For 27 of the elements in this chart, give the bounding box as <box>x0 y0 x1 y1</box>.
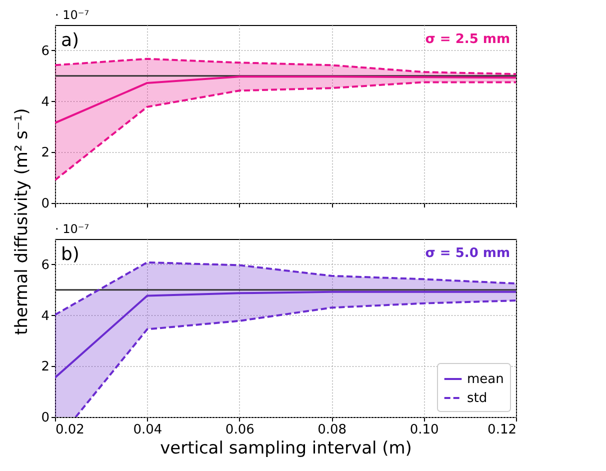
annotation: σ = 5.0 mm <box>425 246 510 261</box>
annotation: σ = 2.5 mm <box>425 32 510 47</box>
y-tick-label: 4 <box>41 94 50 110</box>
line-series <box>74 300 516 417</box>
x-tick-label: 0.08 <box>318 422 347 438</box>
y-tick-label: 2 <box>41 360 50 375</box>
text: · 10⁻⁷ <box>55 222 90 236</box>
x-axis-title: vertical sampling interval (m) <box>160 438 412 458</box>
line-series <box>55 81 516 182</box>
y-tick-label: 0 <box>41 410 50 426</box>
legend-label: mean <box>467 372 504 387</box>
y-tick-label: 0 <box>41 196 50 212</box>
line-series <box>55 261 516 316</box>
y-tick-label: 4 <box>41 308 50 324</box>
y-tick-label: 2 <box>41 146 50 161</box>
x-tick-label: 0.04 <box>133 422 162 438</box>
x-tick-label: 0.02 <box>56 422 84 438</box>
y-tick-label: 6 <box>41 258 50 273</box>
legend-label: std <box>467 391 488 406</box>
x-tick-label: 0.10 <box>410 422 439 438</box>
x-tick-label: 0.06 <box>225 422 254 438</box>
y-axis-title: thermal diffusivity (m² s⁻¹) <box>12 108 32 335</box>
annotation: b) <box>61 244 80 265</box>
text: · 10⁻⁷ <box>55 8 90 22</box>
x-tick-label: 0.12 <box>488 422 516 438</box>
y-tick-label: 6 <box>41 44 50 59</box>
annotation: a) <box>61 30 80 51</box>
